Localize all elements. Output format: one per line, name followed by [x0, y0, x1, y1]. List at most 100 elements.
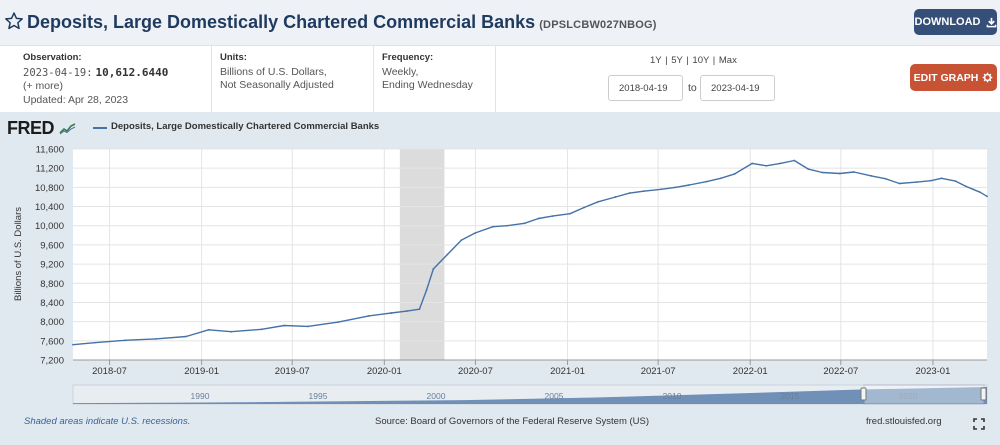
date-to-input[interactable] [700, 75, 775, 101]
series-meta: Observation: 2023-04-19: 10,612.6440 (+ … [0, 46, 1000, 112]
data-point [751, 162, 754, 165]
data-point [337, 321, 340, 324]
x-tick-label: 2023-01 [916, 366, 951, 377]
range-separator: | [686, 55, 689, 66]
navigator-year-label: 1990 [191, 391, 210, 401]
recession-band [399, 149, 445, 360]
plot-background [73, 149, 987, 360]
data-point [628, 192, 631, 195]
data-point [940, 177, 943, 180]
data-point [446, 253, 449, 256]
fullscreen-icon[interactable] [973, 418, 985, 430]
data-point [506, 224, 508, 227]
x-tick-label: 2021-01 [550, 366, 585, 377]
fred-logo: FRED [7, 118, 76, 139]
data-point [306, 325, 309, 328]
navigator-selection[interactable] [863, 384, 985, 405]
series-id: (DPSLCBW027NBOG) [539, 19, 657, 31]
data-point [154, 338, 157, 340]
data-point [432, 267, 435, 270]
x-tick-label: 2022-07 [823, 366, 858, 377]
data-point [425, 289, 428, 292]
data-point [965, 185, 967, 188]
data-point [418, 308, 421, 311]
download-button[interactable]: DOWNLOAD [914, 9, 997, 35]
navigator-year-label: 2020 [899, 391, 918, 401]
range-links: 1Y | 5Y | 10Y | Max [650, 55, 737, 66]
data-point [390, 312, 393, 314]
data-point [93, 341, 96, 344]
frequency-line1: Weekly, [382, 65, 419, 78]
data-point [642, 190, 645, 193]
data-point [986, 195, 988, 198]
updated-text: Updated: Apr 28, 2023 [23, 93, 129, 106]
header: Deposits, Large Domestically Chartered C… [0, 0, 1000, 46]
grid-layer [73, 148, 987, 365]
x-tick-label: 2019-01 [184, 366, 219, 377]
data-point [954, 180, 957, 183]
navigator-year-label: 1995 [309, 391, 328, 401]
frequency-line2: Ending Wednesday [382, 79, 473, 91]
series-layer [72, 159, 988, 346]
data-point [898, 182, 901, 185]
y-tick-label: 8,000 [40, 317, 64, 328]
x-tick-label: 2021-07 [641, 366, 676, 377]
series-title: Deposits, Large Domestically Chartered C… [27, 12, 657, 33]
data-point [260, 328, 263, 331]
range-max-link[interactable]: Max [718, 55, 737, 66]
data-point [185, 335, 188, 338]
edit-graph-label: EDIT GRAPH [913, 71, 979, 84]
range-1y-link[interactable]: 1Y [650, 55, 662, 66]
range-10y-link[interactable]: 10Y [692, 55, 710, 66]
range-separator: | [665, 55, 668, 66]
more-link[interactable]: (+ more) [23, 80, 63, 92]
date-from-input[interactable] [608, 75, 683, 101]
range-navigator[interactable]: 1990 1995 2000 2005 2010 2015 2020 [72, 384, 988, 405]
meta-divider [373, 46, 374, 112]
y-axis-label: Billions of U.S. Dollars [13, 207, 24, 301]
navigator-right-handle[interactable] [980, 387, 987, 401]
data-point [583, 206, 585, 209]
data-point [979, 191, 981, 194]
data-point [124, 339, 126, 342]
data-point [807, 168, 810, 171]
meta-divider [211, 46, 212, 112]
navigator-year-labels: 1990 1995 2000 2005 2010 2015 2020 [191, 391, 918, 401]
data-point [930, 179, 932, 182]
date-to-label: to [688, 82, 697, 94]
data-point [779, 162, 782, 165]
units-block: Units: Billions of U.S. Dollars, Not Sea… [220, 51, 334, 93]
data-point [821, 171, 824, 174]
y-tick-label: 9,200 [40, 260, 64, 271]
data-point [283, 324, 286, 327]
data-point [367, 314, 370, 317]
y-tick-label: 7,600 [40, 336, 64, 347]
x-tick-labels: 2018-07 2019-01 2019-07 2020-01 2020-07 2021-… [92, 366, 950, 377]
range-separator: | [712, 55, 716, 66]
chart-svg: 7,200 7,600 8,000 8,400 8,800 9,200 9,600 10,00… [13, 145, 988, 405]
units-line1: Billions of U.S. Dollars, [220, 65, 327, 78]
observation-label: Observation: [23, 52, 82, 63]
series-line [72, 159, 988, 346]
data-point [660, 188, 663, 191]
navigator-left-handle[interactable] [860, 387, 867, 401]
navigator-area [73, 387, 987, 404]
range-5y-link[interactable]: 5Y [671, 55, 683, 66]
navigator-year-label: 2015 [781, 391, 800, 401]
navigator-year-label: 2010 [663, 391, 682, 401]
download-label: DOWNLOAD [914, 16, 981, 28]
y-tick-label: 7,200 [40, 356, 64, 367]
y-tick-label: 11,200 [36, 164, 64, 175]
edit-graph-button[interactable]: EDIT GRAPH [910, 64, 997, 91]
data-point [460, 239, 463, 242]
units-label: Units: [220, 52, 247, 63]
y-tick-label: 10,400 [35, 202, 64, 213]
y-tick-label: 8,800 [40, 279, 64, 290]
data-point [207, 328, 210, 331]
data-point [793, 159, 796, 162]
data-point [569, 212, 571, 215]
star-outline-icon[interactable] [4, 11, 24, 31]
legend-swatch [93, 127, 107, 129]
recession-layer [399, 149, 445, 360]
fred-url[interactable]: fred.stlouisfed.org [866, 416, 942, 427]
